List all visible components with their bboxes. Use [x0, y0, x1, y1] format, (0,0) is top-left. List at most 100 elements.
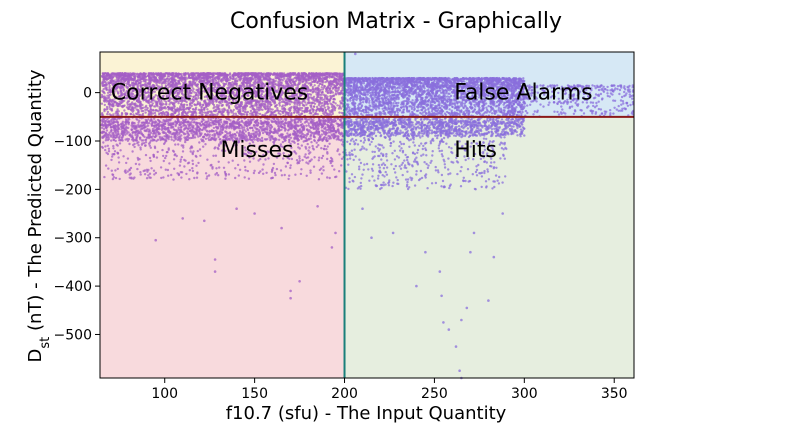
data-point [169, 77, 173, 80]
data-point [284, 119, 287, 122]
data-point [106, 94, 109, 97]
data-point [323, 98, 326, 101]
data-point [182, 119, 185, 122]
data-point [322, 81, 325, 84]
data-point [315, 109, 318, 113]
data-point [296, 73, 299, 76]
data-point [307, 118, 311, 121]
data-point [261, 131, 265, 135]
data-point [149, 108, 152, 111]
data-point [178, 107, 181, 111]
data-point [334, 77, 337, 81]
data-point [221, 108, 224, 111]
data-point [309, 133, 313, 137]
data-point [259, 119, 262, 123]
data-point [300, 117, 304, 121]
data-point [314, 98, 317, 101]
data-point [300, 106, 304, 110]
data-point [325, 72, 329, 75]
data-point [307, 130, 310, 134]
data-point [268, 105, 272, 108]
data-point [308, 101, 311, 105]
data-point [330, 105, 334, 109]
data-point [338, 111, 341, 114]
data-point [239, 107, 242, 111]
data-point [105, 105, 109, 109]
data-point [172, 128, 176, 131]
data-point [202, 76, 205, 80]
data-point [216, 77, 219, 80]
data-point [117, 123, 121, 127]
data-point [332, 94, 336, 97]
data-point [305, 110, 309, 113]
data-point [139, 107, 142, 110]
data-point [336, 78, 339, 81]
data-point [195, 117, 198, 121]
data-point [158, 120, 161, 124]
data-point [328, 91, 332, 95]
data-point [148, 119, 152, 123]
data-point [334, 102, 337, 105]
data-point [272, 72, 275, 75]
data-point [163, 112, 166, 115]
data-point [206, 108, 209, 111]
data-point [309, 89, 312, 93]
data-point [338, 104, 341, 107]
data-point [317, 74, 321, 78]
data-point [145, 108, 149, 112]
data-point [341, 92, 344, 95]
data-point [330, 133, 333, 136]
data-point [209, 113, 212, 117]
data-point [135, 73, 139, 76]
data-point [322, 73, 325, 77]
data-point [123, 72, 127, 75]
data-point [175, 110, 178, 113]
data-point [331, 110, 334, 114]
data-point [300, 75, 303, 78]
data-point [288, 134, 292, 137]
data-point [312, 105, 316, 108]
data-point [266, 110, 269, 113]
data-point [104, 86, 107, 90]
data-point [127, 106, 130, 109]
data-point [274, 105, 277, 108]
data-point [341, 82, 344, 85]
data-point [320, 107, 323, 110]
data-point [100, 126, 104, 130]
data-point [128, 118, 131, 121]
data-point [103, 80, 106, 84]
data-point [311, 107, 314, 111]
data-point [220, 121, 223, 124]
data-point [280, 117, 283, 121]
data-point [321, 88, 325, 91]
data-point [134, 130, 137, 134]
data-point [249, 109, 253, 113]
data-point [330, 75, 333, 79]
data-point [315, 100, 319, 103]
data-point [320, 73, 323, 76]
data-point [276, 89, 279, 92]
data-point [170, 135, 173, 139]
data-point [326, 85, 329, 89]
data-point [316, 113, 319, 116]
data-point [105, 82, 108, 86]
data-point [243, 72, 247, 75]
data-point [227, 118, 230, 121]
data-point [328, 98, 332, 102]
data-point [328, 81, 331, 84]
data-point [202, 118, 205, 121]
data-point [256, 106, 259, 109]
data-point [319, 98, 322, 101]
data-point [144, 138, 147, 142]
data-point [160, 106, 164, 109]
data-point [149, 111, 152, 114]
region-hits [344, 116, 634, 379]
data-point [228, 107, 231, 110]
data-point [318, 102, 321, 105]
data-point [154, 109, 158, 112]
data-point [310, 83, 313, 86]
data-point [118, 136, 121, 139]
data-point [259, 108, 263, 111]
data-point [203, 72, 207, 76]
data-point [293, 109, 296, 112]
